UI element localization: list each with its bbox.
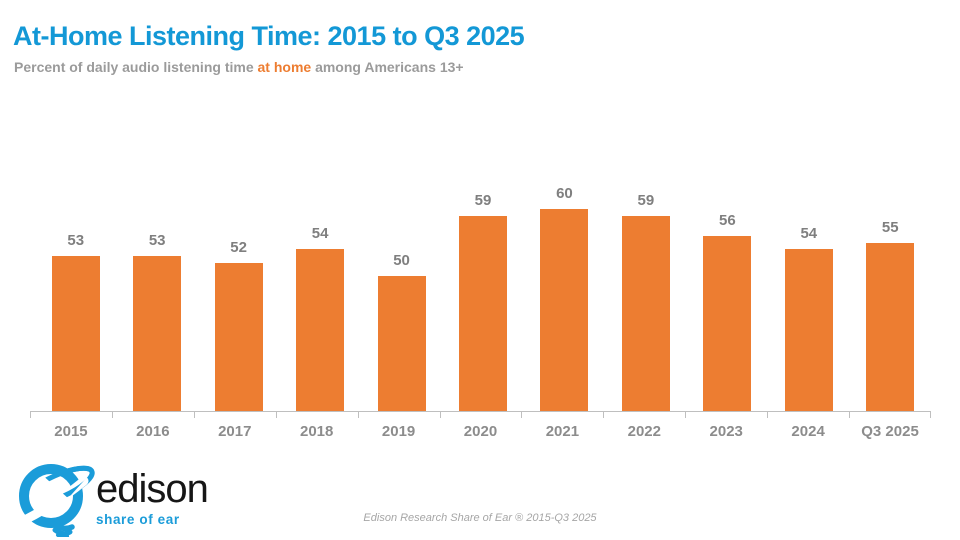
bar-group: 53 — [35, 130, 116, 411]
bar — [703, 235, 752, 411]
subtitle-prefix: Percent of daily audio listening time — [14, 59, 258, 75]
bar-value-label: 50 — [393, 252, 410, 270]
x-axis-label: 2018 — [275, 412, 358, 440]
bar-value-label: 56 — [719, 211, 736, 229]
bar-group: 53 — [116, 130, 197, 411]
bar — [377, 276, 426, 411]
x-axis-label: 2016 — [111, 412, 194, 440]
x-axis-label: 2021 — [521, 412, 603, 440]
bar-value-label: 59 — [474, 191, 492, 209]
subtitle-suffix: among Americans 13+ — [311, 59, 464, 75]
x-axis-line — [30, 411, 931, 412]
bar-value-label: 59 — [637, 191, 655, 209]
bar-value-label: 52 — [230, 238, 247, 256]
bar — [51, 256, 100, 411]
bar — [784, 249, 833, 411]
bar-value-label: 60 — [556, 184, 573, 202]
x-axis-label: 2020 — [439, 412, 522, 440]
x-axis-label: 2019 — [357, 412, 440, 440]
x-axis-label: 2023 — [685, 412, 767, 440]
chart-subtitle: Percent of daily audio listening time at… — [14, 59, 464, 75]
bar-value-label: 55 — [881, 218, 899, 236]
bar-group: 60 — [524, 130, 605, 411]
bar — [214, 262, 263, 411]
footer-credit: Edison Research Share of Ear ® 2015-Q3 2… — [363, 512, 597, 524]
bar — [540, 208, 589, 411]
bar-group: 50 — [361, 130, 442, 411]
bar-group: 54 — [768, 130, 849, 411]
bar-group: 52 — [198, 130, 279, 411]
logo-text: edison share of ear — [96, 455, 209, 527]
bar-group: 54 — [279, 130, 360, 411]
x-axis-labels: 2015 2016 2017 2018 2019 2020 2021 2022 2023 2024… — [30, 412, 931, 440]
bar — [296, 249, 345, 411]
bar — [866, 242, 915, 411]
bar — [133, 256, 182, 411]
x-axis-label: 2015 — [30, 412, 112, 440]
bar-group: 55 — [850, 130, 931, 411]
bar-value-label: 54 — [311, 225, 329, 243]
bar — [621, 215, 670, 411]
bar-group: 59 — [442, 130, 523, 411]
bar-value-label: 54 — [800, 225, 818, 243]
bar-group: 59 — [605, 130, 686, 411]
bar — [458, 215, 507, 411]
edison-globe-icon — [12, 464, 95, 537]
page-title: At-Home Listening Time: 2015 to Q3 2025 — [13, 21, 525, 51]
bar-chart-plot-area: 53 53 52 54 50 59 60 59 56 54 55 — [35, 130, 931, 411]
bar-group: 56 — [687, 130, 768, 411]
bar-value-label: 53 — [148, 232, 166, 249]
logo-brand-name: edison — [96, 467, 209, 511]
subtitle-highlight: at home — [257, 59, 312, 75]
bar-value-label: 53 — [67, 232, 85, 249]
edison-logo: edison share of ear — [12, 455, 209, 537]
x-axis-label: 2017 — [193, 412, 276, 440]
x-axis-label: 2022 — [603, 412, 685, 440]
x-axis-label: Q3 2025 — [849, 412, 931, 440]
logo-tagline: share of ear — [96, 512, 180, 527]
x-axis-label: 2024 — [767, 412, 849, 440]
